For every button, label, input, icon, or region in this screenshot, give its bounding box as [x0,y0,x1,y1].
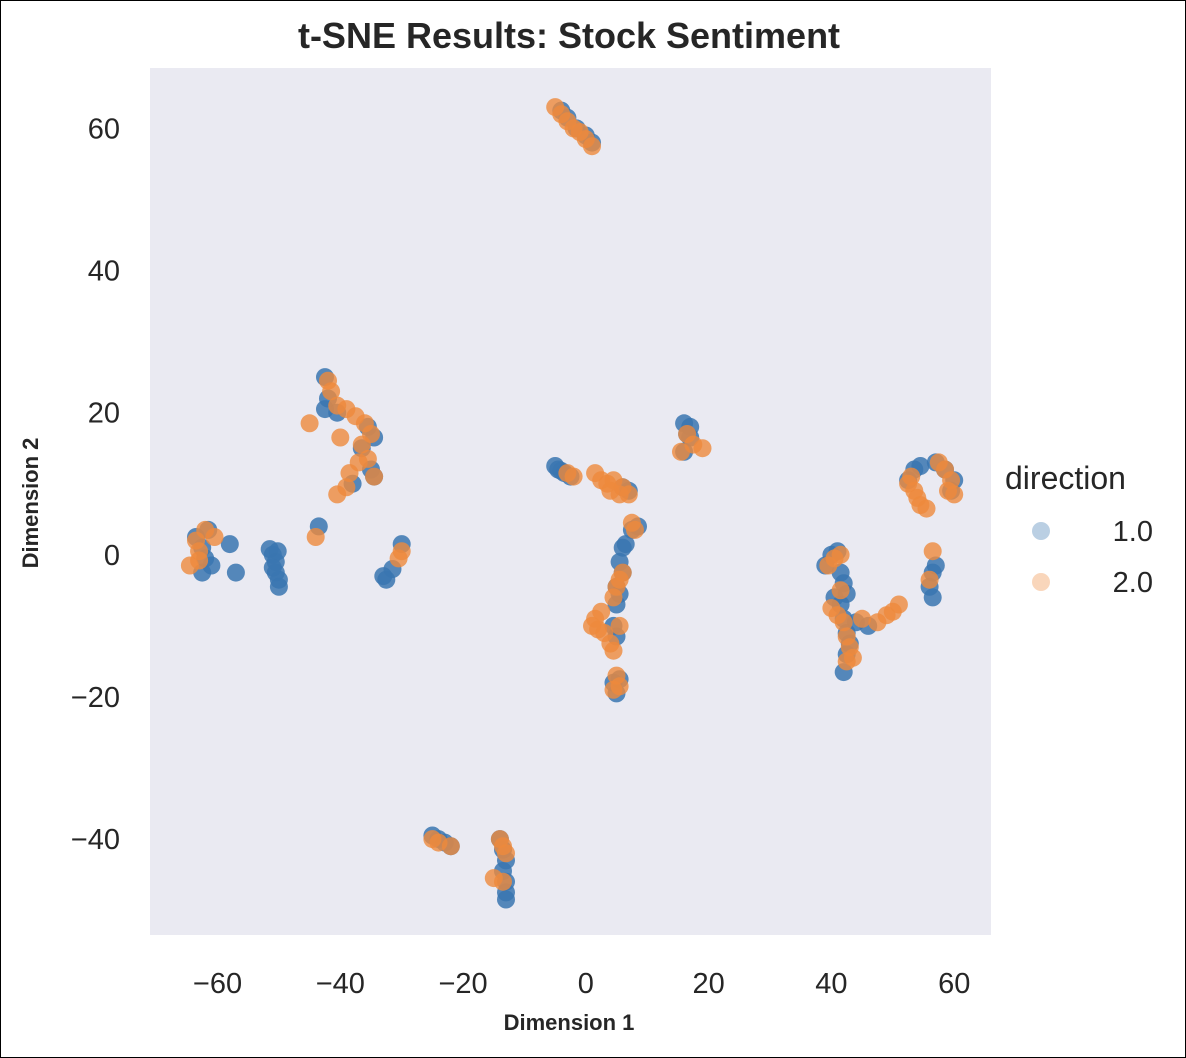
scatter-point [497,890,515,909]
scatter-point [497,844,515,863]
scatter-point [441,837,460,856]
scatter-point [610,616,629,635]
scatter-point [190,551,209,570]
series-2.0 [180,98,964,891]
y-axis-ticks: 60 40 20 0 −20 −40 [71,113,120,856]
legend-label: 2.0 [1113,567,1153,599]
scatter-point [604,588,623,607]
scatter-point [834,613,853,632]
scatter-point [604,641,623,660]
scatter-point [328,485,347,504]
scatter-point [365,467,384,486]
x-tick-label: 0 [578,968,594,1000]
scatter-point [920,570,939,589]
scatter-point [263,558,282,577]
legend-label: 1.0 [1113,516,1153,548]
y-tick-label: −40 [71,824,120,856]
y-tick-label: 60 [88,113,120,145]
x-tick-label: 60 [938,968,970,1000]
scatter-point [604,680,623,699]
scatter-point [490,830,509,849]
scatter-point [619,485,638,504]
points-layer [180,98,964,909]
chart-title: t-SNE Results: Stock Sentiment [298,15,840,56]
y-tick-label: −20 [71,682,120,714]
scatter-point [269,577,288,596]
scatter-point [902,467,921,486]
scatter-point [923,542,942,561]
legend: direction 1.0 2.0 [1005,460,1153,599]
plot-area [150,68,991,935]
scatter-point [389,549,408,568]
y-tick-label: 20 [88,398,120,430]
legend-marker [1032,573,1050,591]
scatter-point [564,467,583,486]
legend-title: direction [1005,460,1126,496]
legend-marker [1032,522,1050,540]
scatter-point [331,428,350,447]
scatter-point [831,545,850,564]
scatter-point [831,581,850,600]
scatter-point [226,563,245,582]
y-tick-label: 40 [88,256,120,288]
y-axis-label: Dimension 2 [18,438,43,569]
x-tick-label: −20 [438,968,487,1000]
scatter-point [494,872,512,891]
scatter-point [693,439,712,458]
scatter-point [843,648,862,667]
x-tick-label: 40 [815,968,847,1000]
scatter-point [352,435,371,454]
scatter-point [889,595,908,614]
scatter-point [583,137,601,156]
scatter-point [613,538,632,557]
scatter-point [626,520,644,539]
scatter-point [853,609,872,628]
scatter-point [923,588,942,607]
x-tick-label: −40 [316,968,365,1000]
x-axis-label: Dimension 1 [504,1010,635,1035]
scatter-point [300,414,319,433]
x-tick-label: −60 [193,968,242,1000]
scatter-point [358,449,377,468]
scatter-point [322,382,341,401]
scatter-point [917,499,936,518]
legend-items: 1.0 2.0 [1032,516,1153,599]
scatter-point [340,464,359,483]
scatter-point [220,535,239,554]
x-tick-label: 20 [692,968,724,1000]
scatter-point [205,528,224,546]
scatter-point [945,485,964,504]
scatter-point [583,616,601,635]
scatter-point [268,542,287,561]
y-tick-label: 0 [104,540,120,572]
scatter-point [306,528,325,546]
x-axis-ticks: −60 −40 −20 0 20 40 60 [193,968,970,1000]
